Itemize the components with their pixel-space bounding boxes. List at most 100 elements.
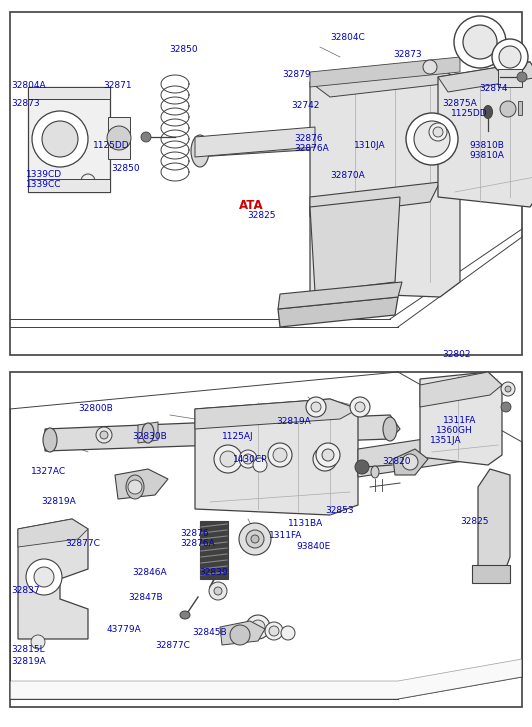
Polygon shape (438, 62, 532, 92)
Circle shape (281, 626, 295, 640)
Polygon shape (195, 399, 358, 429)
Text: 32853: 32853 (326, 506, 354, 515)
Circle shape (406, 113, 458, 165)
Polygon shape (220, 621, 265, 645)
Polygon shape (310, 57, 460, 87)
Circle shape (128, 480, 142, 494)
Polygon shape (115, 469, 168, 499)
Circle shape (355, 460, 369, 474)
Circle shape (246, 615, 270, 639)
Text: 32804A: 32804A (12, 81, 46, 90)
Text: 32877C: 32877C (65, 539, 100, 548)
Polygon shape (420, 372, 502, 407)
Ellipse shape (191, 135, 209, 167)
Polygon shape (195, 399, 358, 515)
Ellipse shape (383, 417, 397, 441)
Text: 1430CP: 1430CP (233, 455, 268, 464)
Text: 1339CD: 1339CD (26, 170, 62, 179)
Polygon shape (438, 62, 532, 207)
Polygon shape (310, 197, 400, 292)
Circle shape (268, 443, 292, 467)
Polygon shape (420, 372, 502, 465)
Polygon shape (10, 659, 522, 699)
Ellipse shape (180, 611, 190, 619)
Text: 32815L: 32815L (12, 646, 45, 654)
Circle shape (243, 454, 253, 464)
Circle shape (433, 127, 443, 137)
Bar (200, 521, 228, 579)
Circle shape (463, 25, 497, 59)
Ellipse shape (371, 466, 379, 478)
Polygon shape (358, 429, 502, 477)
Polygon shape (310, 182, 440, 217)
Circle shape (253, 458, 267, 472)
Text: 32870A: 32870A (330, 172, 364, 180)
Text: 32876A: 32876A (294, 144, 329, 153)
Polygon shape (195, 129, 430, 157)
Circle shape (251, 535, 259, 543)
Text: 32742: 32742 (292, 101, 320, 110)
Circle shape (501, 382, 515, 396)
Circle shape (26, 559, 62, 595)
Circle shape (34, 567, 54, 587)
Polygon shape (393, 449, 428, 475)
Text: 32800B: 32800B (79, 404, 113, 413)
Circle shape (100, 431, 108, 439)
Polygon shape (18, 519, 88, 547)
Text: 32819A: 32819A (41, 497, 76, 506)
Text: 1310JA: 1310JA (354, 141, 385, 150)
Circle shape (81, 174, 95, 188)
Text: 1311FA: 1311FA (269, 531, 302, 539)
Circle shape (42, 121, 78, 157)
Text: 32802: 32802 (443, 350, 471, 359)
Circle shape (313, 447, 337, 471)
Circle shape (141, 132, 151, 142)
Text: 1125DD: 1125DD (93, 141, 130, 150)
Circle shape (214, 445, 242, 473)
Text: 32830B: 32830B (132, 432, 167, 441)
Circle shape (499, 46, 521, 68)
Polygon shape (310, 67, 460, 97)
Ellipse shape (142, 423, 154, 443)
Text: 1125AJ: 1125AJ (222, 432, 254, 441)
Ellipse shape (420, 120, 438, 152)
Text: 32875A: 32875A (443, 99, 477, 108)
Polygon shape (472, 565, 510, 583)
Text: 1131BA: 1131BA (288, 519, 323, 528)
Polygon shape (195, 127, 315, 157)
Circle shape (350, 397, 370, 417)
Circle shape (322, 449, 334, 461)
Text: 32876A: 32876A (180, 539, 214, 548)
Circle shape (492, 39, 528, 75)
Circle shape (107, 126, 131, 150)
Circle shape (32, 111, 88, 167)
Text: 1360GH: 1360GH (436, 426, 473, 435)
Polygon shape (498, 69, 522, 87)
Circle shape (423, 60, 437, 74)
Text: 32819A: 32819A (12, 657, 46, 666)
Text: 32874: 32874 (479, 84, 508, 93)
Text: 32873: 32873 (12, 99, 40, 108)
Text: 32876: 32876 (180, 529, 209, 538)
Text: 93810A: 93810A (469, 151, 504, 160)
Circle shape (505, 386, 511, 392)
Text: 32879: 32879 (282, 70, 311, 79)
Ellipse shape (126, 475, 144, 499)
Circle shape (500, 101, 516, 117)
Polygon shape (478, 469, 510, 579)
Text: 32871: 32871 (104, 81, 132, 90)
Text: 32837: 32837 (12, 586, 40, 595)
Circle shape (306, 397, 326, 417)
Text: 32819A: 32819A (277, 417, 311, 426)
Text: 32876: 32876 (294, 134, 323, 142)
Polygon shape (518, 101, 522, 115)
Text: 32873: 32873 (394, 50, 422, 59)
Text: 1125DD: 1125DD (451, 109, 488, 118)
Text: ATA: ATA (239, 198, 264, 212)
Circle shape (414, 121, 450, 157)
Text: 32804C: 32804C (330, 33, 364, 42)
Circle shape (209, 582, 227, 600)
Text: 43779A: 43779A (106, 625, 141, 634)
Polygon shape (28, 179, 110, 192)
Text: 32850: 32850 (169, 45, 198, 54)
